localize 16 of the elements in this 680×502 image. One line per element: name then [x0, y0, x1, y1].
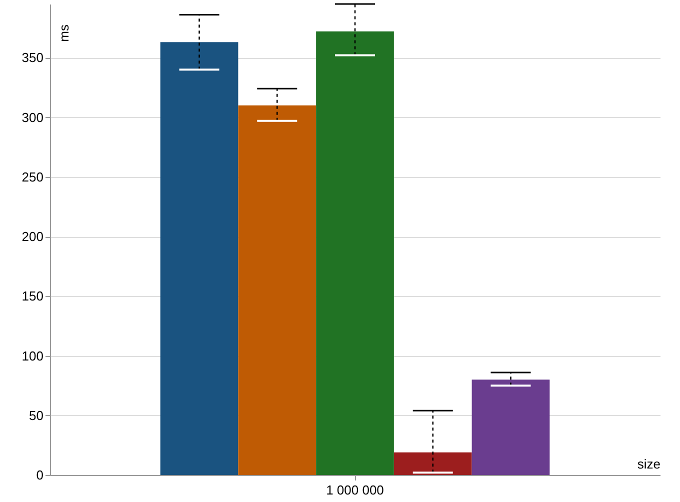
bar: [472, 380, 550, 475]
bar: [394, 452, 472, 475]
y-tick-label: 350: [22, 50, 44, 66]
y-axis-title: ms: [56, 24, 72, 42]
y-tick-label: 250: [22, 169, 44, 184]
x-axis-title: size: [637, 456, 660, 472]
y-tick-label: 0: [36, 468, 44, 482]
y-tick-label: 150: [22, 288, 44, 304]
y-tick-label: 300: [22, 110, 44, 125]
y-tick-label: 200: [22, 229, 44, 244]
bar: [238, 105, 316, 475]
bar: [160, 42, 238, 475]
y-tick-label: 100: [22, 348, 44, 364]
y-tick-label: 50: [29, 408, 44, 423]
x-tick-label: 1 000 000: [326, 482, 384, 498]
bar: [316, 31, 394, 475]
